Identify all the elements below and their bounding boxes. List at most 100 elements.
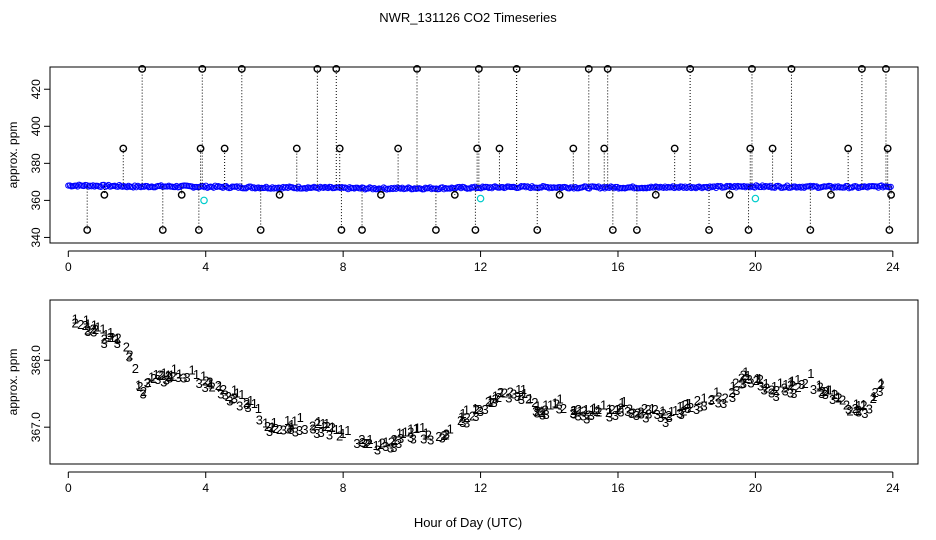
smooth-series-1-mark: 1 [402, 425, 409, 440]
smooth-x-tick-label: 8 [340, 481, 347, 495]
smooth-series-1-mark: 1 [255, 401, 262, 416]
smooth-series-2-mark: 2 [593, 404, 600, 419]
smooth-series-3-mark: 3 [114, 336, 121, 351]
smooth-series-2-mark: 2 [585, 407, 592, 422]
smooth-series-2-mark: 2 [794, 380, 801, 395]
smooth-series-2-mark: 2 [82, 318, 89, 333]
smooth-series-3-mark: 3 [514, 389, 521, 404]
raw-spike-point-high [686, 64, 695, 73]
smooth-series-3-mark: 3 [90, 324, 97, 339]
smooth-series-1-mark: 1 [99, 321, 106, 336]
smooth-series-3-mark: 3 [676, 406, 683, 421]
smooth-series-2-mark: 2 [553, 397, 560, 412]
raw-baseline-point [606, 184, 613, 191]
smooth-series-3-mark: 3 [353, 436, 360, 451]
raw-baseline-point [436, 185, 443, 193]
raw-spike-point-low [83, 226, 92, 234]
raw-spike-point-low [885, 226, 894, 234]
smooth-series-3-mark: 3 [772, 389, 779, 404]
smooth-series-3-mark: 3 [617, 405, 624, 420]
smooth-series-1-mark: 1 [472, 401, 479, 416]
smooth-series-2-mark: 2 [708, 392, 715, 407]
smooth-series-2-mark: 2 [71, 316, 78, 331]
smooth-x-tick-label: 16 [611, 481, 625, 495]
smooth-series-1-mark: 1 [337, 422, 344, 437]
smooth-series-2-mark: 2 [728, 385, 735, 400]
raw-baseline-point [538, 184, 545, 191]
raw-spike-point-low [158, 226, 167, 234]
panel-raw-ylabel: approx. ppm [6, 122, 20, 189]
smooth-series-3-mark: 3 [459, 415, 466, 430]
raw-baseline-point [807, 182, 814, 189]
raw-spike-point-low [632, 226, 641, 234]
smooth-series-2-mark: 2 [740, 367, 747, 382]
smooth-series-2-mark: 2 [206, 374, 213, 389]
raw-spike-point-mid [292, 144, 301, 153]
smooth-series-3-mark: 3 [782, 383, 789, 398]
smooth-series-3-mark: 3 [533, 406, 540, 421]
raw-spike-point-high [584, 64, 593, 73]
raw-baseline-point [100, 181, 107, 189]
raw-baseline-point [456, 183, 463, 191]
smooth-series-1-mark: 1 [234, 386, 241, 401]
smooth-series-1-mark: 1 [329, 419, 336, 434]
raw-spike-point-low [194, 226, 203, 234]
smooth-series-2-mark: 2 [641, 401, 648, 416]
raw-spike-point-mid [220, 144, 229, 153]
smooth-series-1-mark: 1 [551, 395, 558, 410]
raw-baseline-point [123, 184, 131, 191]
smooth-series-1-mark: 1 [679, 398, 686, 413]
smooth-x-tick-label: 4 [202, 481, 209, 495]
smooth-series-3-mark: 3 [612, 408, 619, 423]
smooth-series-2-mark: 2 [757, 372, 764, 387]
smooth-series-2-mark: 2 [732, 375, 739, 390]
smooth-series-1-mark: 1 [271, 415, 278, 430]
raw-baseline-point [570, 185, 577, 192]
smooth-series-2-mark: 2 [634, 406, 641, 421]
smooth-series-2-mark: 2 [637, 404, 644, 419]
smooth-series-1-mark: 1 [165, 368, 172, 383]
smooth-series-1-mark: 1 [744, 368, 751, 383]
smooth-series-1-mark: 1 [591, 401, 598, 416]
smooth-series-1-mark: 1 [193, 367, 200, 382]
smooth-series-1-mark: 1 [344, 423, 351, 438]
raw-baseline-point [250, 184, 257, 191]
smooth-series-2-mark: 2 [243, 395, 250, 410]
smooth-series-3-mark: 3 [747, 376, 754, 391]
smooth-series-1-mark: 1 [216, 379, 223, 394]
smooth-series-3-mark: 3 [570, 406, 577, 421]
smooth-series-2-mark: 2 [286, 419, 293, 434]
smooth-y-tick-label: 368.0 [29, 345, 43, 375]
smooth-series-1-mark: 1 [391, 433, 398, 448]
raw-spike-point-mid [196, 144, 205, 153]
raw-baseline-point [328, 184, 335, 191]
smooth-series-3-mark: 3 [443, 427, 450, 442]
smooth-series-2-mark: 2 [614, 402, 621, 417]
smooth-series-3-mark: 3 [439, 431, 446, 446]
smooth-series-2-mark: 2 [846, 403, 853, 418]
smooth-series-2-mark: 2 [687, 400, 694, 415]
smooth-series-2-mark: 2 [101, 332, 108, 347]
smooth-series-1-mark: 1 [782, 377, 789, 392]
smooth-series-2-mark: 2 [264, 419, 271, 434]
smooth-series-2-mark: 2 [108, 330, 115, 345]
smooth-series-1-mark: 1 [288, 417, 295, 432]
smooth-series-1-mark: 1 [520, 382, 527, 397]
smooth-series-2-mark: 2 [870, 391, 877, 406]
smooth-series-2-mark: 2 [525, 392, 532, 407]
smooth-series-2-mark: 2 [743, 371, 750, 386]
raw-baseline-point [447, 185, 454, 192]
raw-spike-point-mid [473, 144, 482, 153]
raw-spike-point-high [313, 64, 322, 73]
smooth-series-2-mark: 2 [738, 371, 745, 386]
smooth-series-1-mark: 1 [557, 392, 564, 407]
smooth-series-2-mark: 2 [165, 369, 172, 384]
raw-spike-point-low [432, 226, 440, 234]
smooth-series-1-mark: 1 [777, 375, 784, 390]
raw-spike-point-mid [844, 144, 853, 153]
raw-baseline-point [600, 184, 607, 191]
smooth-series-1-mark: 1 [176, 367, 183, 382]
smooth-series-3-mark: 3 [310, 422, 317, 437]
smooth-series-2-mark: 2 [626, 402, 633, 417]
